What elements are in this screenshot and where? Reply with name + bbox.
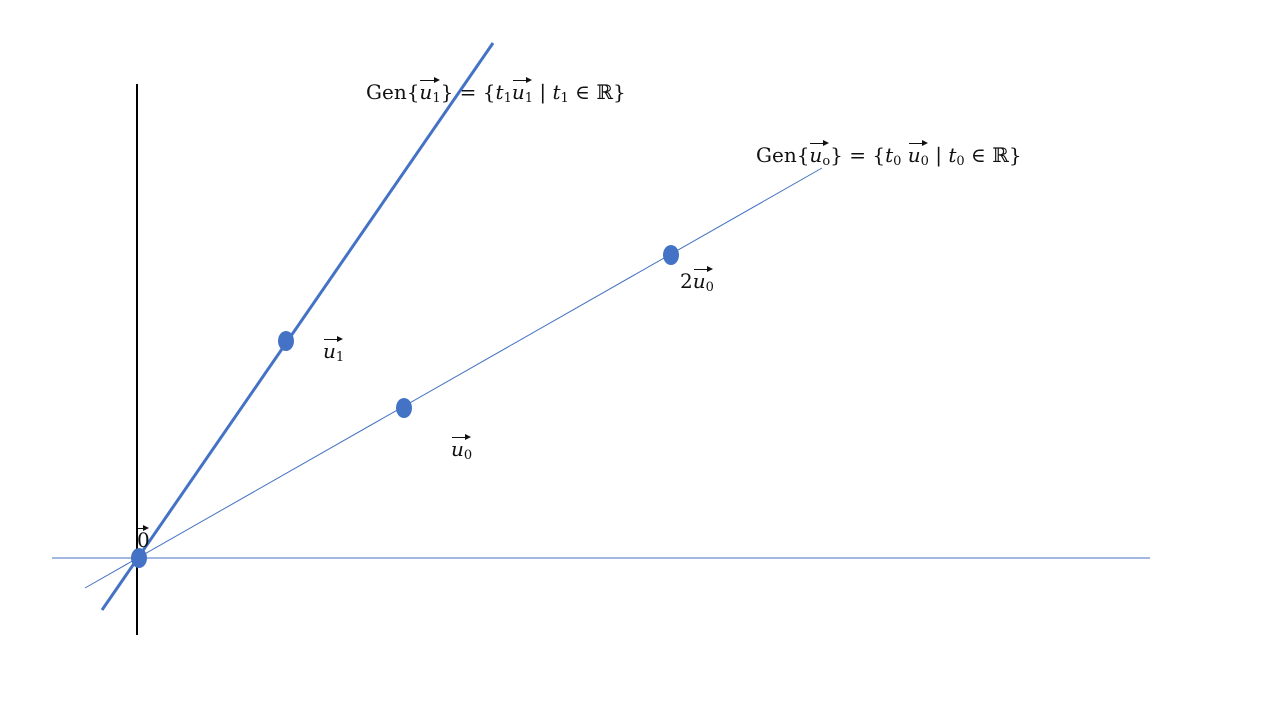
point-2u0 bbox=[663, 245, 679, 265]
gen-u1-mid: } = { bbox=[440, 80, 496, 104]
gen-u1-vec-sub: 1 bbox=[432, 91, 441, 106]
gen-u0-t2: t bbox=[948, 143, 957, 167]
gen-u1-cond: | bbox=[533, 80, 553, 104]
u1-vector: u1 bbox=[323, 335, 344, 364]
gen-u1-vec-letter: u bbox=[419, 80, 433, 104]
gen-u1-t: t bbox=[495, 80, 504, 104]
line-gen-u0 bbox=[84, 167, 823, 589]
gen-u0-vec-letter: u bbox=[809, 143, 823, 167]
gen-u1-vec2-letter: u bbox=[511, 80, 525, 104]
gen-u1-vec2-sub: 1 bbox=[524, 91, 534, 106]
zero-vector-label: 0 bbox=[137, 524, 150, 550]
u1-label: u1 bbox=[323, 335, 344, 364]
gen-u0-t: t bbox=[885, 143, 894, 167]
two-u0-vector: u0 bbox=[693, 265, 714, 294]
gen-u1-vector2: u1 bbox=[512, 76, 533, 105]
gen-u0-cond: | bbox=[928, 143, 949, 167]
u1-vec-sub: 1 bbox=[335, 350, 345, 365]
u0-vec-sub: 0 bbox=[463, 448, 473, 463]
point-u0 bbox=[396, 398, 412, 418]
two-u0-label: 2u0 bbox=[680, 265, 714, 294]
gen-u0-tail: ∈ ℝ} bbox=[964, 143, 1022, 167]
gen-u0-t2-sub: 0 bbox=[956, 154, 965, 169]
gen-u0-t-sub: 0 bbox=[893, 154, 902, 169]
gen-u1-t2: t bbox=[552, 80, 561, 104]
zero-vector: 0 bbox=[137, 524, 150, 550]
gen-u0-prefix: Gen{ bbox=[756, 143, 810, 167]
two-u0-vec-sub: 0 bbox=[705, 280, 714, 295]
u0-vec-letter: u bbox=[451, 437, 464, 461]
line-gen-u1 bbox=[100, 42, 495, 611]
two-u0-coef: 2 bbox=[680, 269, 693, 293]
gen-u0-vec-sub: o bbox=[822, 154, 831, 169]
two-u0-vec-letter: u bbox=[692, 269, 706, 293]
gen-u1-label: Gen{u1} = {t1u1 | t1 ∈ ℝ} bbox=[366, 76, 626, 105]
u0-vector: u0 bbox=[451, 433, 472, 462]
gen-u1-vector: u1 bbox=[419, 76, 441, 106]
gen-u0-vector: uo bbox=[809, 139, 830, 168]
point-origin bbox=[131, 548, 147, 568]
gen-u1-t-sub: 1 bbox=[503, 91, 512, 106]
u1-vec-letter: u bbox=[323, 339, 336, 363]
gen-u1-prefix: Gen{ bbox=[366, 80, 420, 104]
gen-u1-tail: ∈ ℝ} bbox=[568, 80, 626, 104]
point-u1 bbox=[278, 331, 294, 351]
gen-u0-vec2-sub: 0 bbox=[920, 154, 929, 169]
gen-u0-vector2: u0 bbox=[908, 139, 929, 168]
gen-u0-vec2-letter: u bbox=[907, 143, 921, 167]
gen-u0-label: Gen{uo} = {t0 u0 | t0 ∈ ℝ} bbox=[756, 139, 1022, 168]
gen-u0-mid: } = { bbox=[830, 143, 886, 167]
zero-vec-digit: 0 bbox=[137, 528, 150, 552]
u0-label: u0 bbox=[451, 433, 472, 462]
gen-u1-t2-sub: 1 bbox=[560, 91, 569, 106]
